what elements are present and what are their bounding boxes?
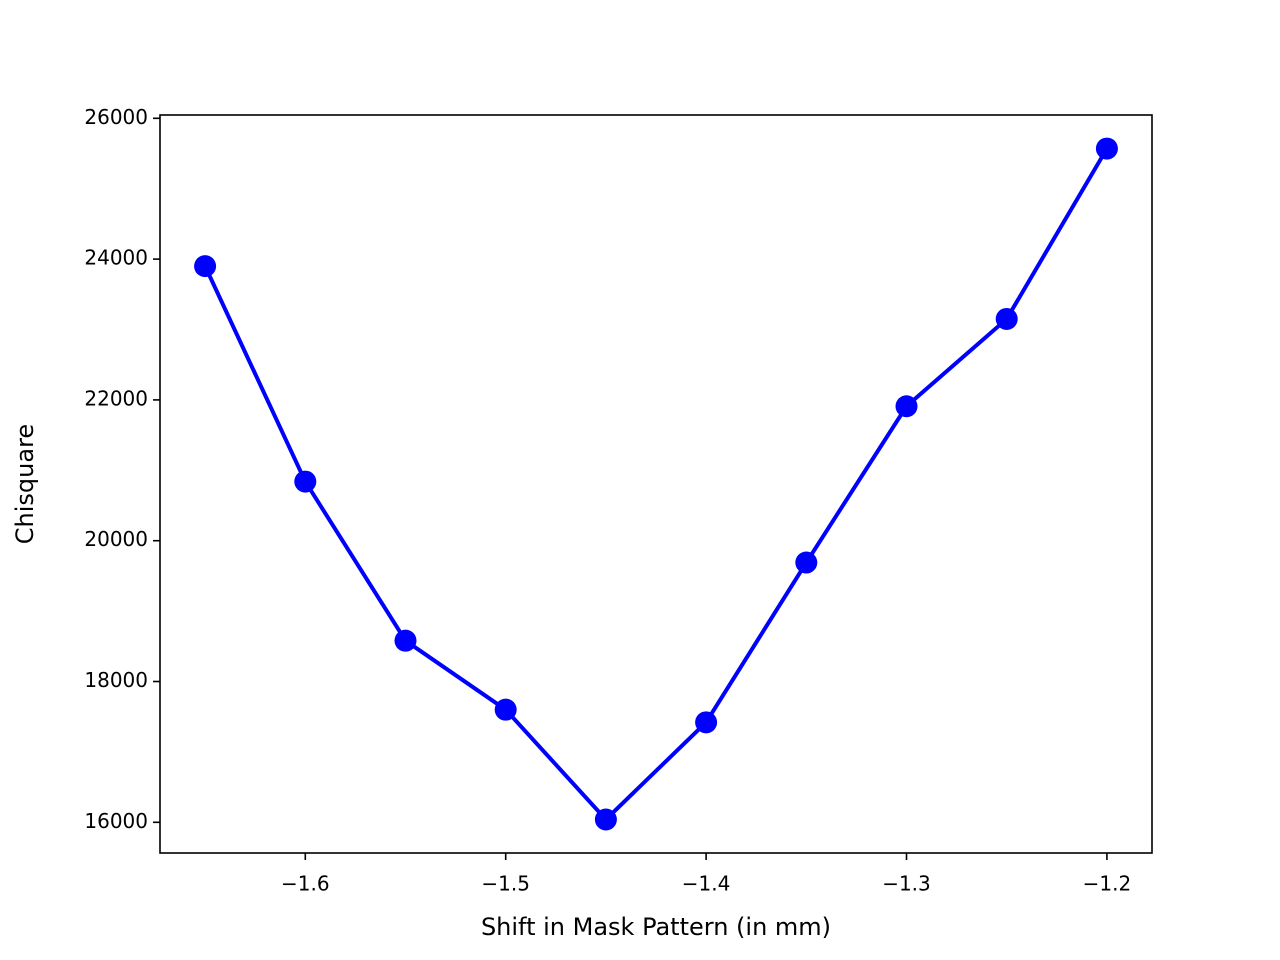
y-tick-label: 26000 (84, 105, 148, 129)
marker (695, 711, 718, 734)
x-tick-label: −1.2 (1083, 872, 1132, 896)
marker (1095, 137, 1118, 160)
marker (494, 698, 517, 721)
marker (895, 395, 918, 418)
x-tick-label: −1.5 (481, 872, 530, 896)
marker (394, 629, 417, 652)
line (203, 147, 1109, 823)
y-axis-label: Chisquare (11, 424, 39, 544)
x-tick-label: −1.6 (281, 872, 330, 896)
marker (294, 470, 317, 493)
x-axis-label: Shift in Mask Pattern (in mm) (481, 913, 831, 941)
marker (194, 255, 217, 278)
y-tick-label: 20000 (84, 527, 148, 551)
y-tick-label: 18000 (84, 668, 148, 692)
x-tick-label: −1.3 (882, 872, 931, 896)
y-tick-label: 24000 (84, 246, 148, 270)
plot-frame (159, 114, 1153, 854)
marker (795, 551, 818, 574)
marker (995, 307, 1018, 330)
y-tick-label: 16000 (84, 809, 148, 833)
x-tick-label: −1.4 (682, 872, 731, 896)
y-tick-label: 22000 (84, 386, 148, 410)
marker (594, 808, 617, 831)
